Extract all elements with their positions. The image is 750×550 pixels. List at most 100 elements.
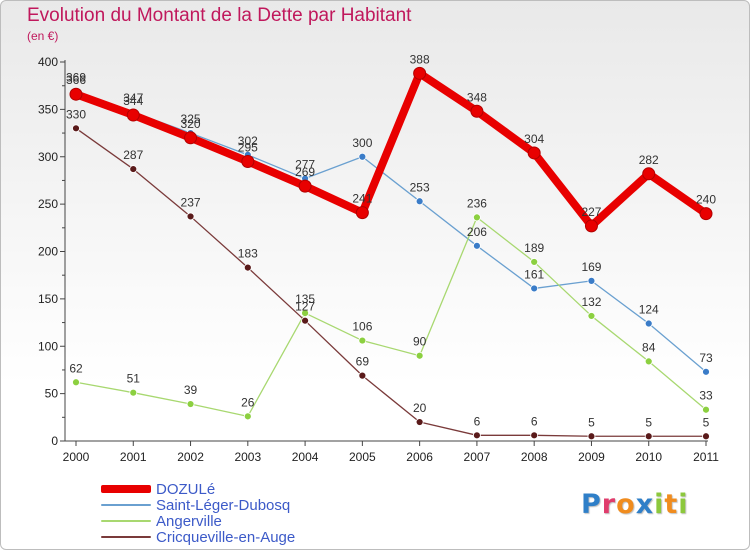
data-label: 366 <box>66 73 86 87</box>
data-point <box>69 87 83 101</box>
data-point <box>129 165 138 173</box>
data-label: 39 <box>184 383 198 397</box>
data-label: 189 <box>524 241 544 255</box>
data-point <box>473 213 481 222</box>
data-point <box>644 357 653 366</box>
data-point <box>644 319 653 328</box>
data-label: 325 <box>181 112 201 126</box>
data-label: 241 <box>352 192 372 206</box>
legend: DOZULé Saint-Léger-Dubosq Angerville Cricqu… <box>101 480 296 546</box>
legend-swatch <box>101 504 151 506</box>
data-point <box>587 432 596 441</box>
data-label: 369 <box>66 70 86 84</box>
data-label: 227 <box>581 205 601 219</box>
data-label: 62 <box>69 361 83 375</box>
data-point <box>72 378 80 387</box>
data-label: 253 <box>410 180 430 194</box>
proxiti-logo: Proxiti <box>581 489 689 520</box>
data-point <box>186 400 195 408</box>
data-label: 69 <box>356 355 370 369</box>
logo-letter: x <box>635 489 655 520</box>
data-point <box>702 405 710 414</box>
y-tick-label: 400 <box>38 55 58 69</box>
y-tick-label: 250 <box>38 197 58 211</box>
x-tick-label: 2011 <box>693 450 719 464</box>
legend-swatch <box>101 485 151 493</box>
data-point <box>72 124 80 133</box>
data-point <box>530 284 539 293</box>
series-line-1 <box>75 90 707 373</box>
x-tick-label: 2009 <box>578 450 605 464</box>
chart-title: Evolution du Montant de la Dette par Hab… <box>27 5 412 26</box>
data-point <box>702 367 710 376</box>
data-point <box>301 316 309 325</box>
data-label: 6 <box>531 414 538 428</box>
legend-label: Angerville <box>156 512 222 530</box>
x-tick-label: 2001 <box>120 450 147 464</box>
x-tick-label: 2005 <box>349 450 376 464</box>
data-label: 277 <box>295 158 315 172</box>
legend-label: Cricqueville-en-Auge <box>156 528 296 546</box>
y-tick-label: 50 <box>45 387 59 401</box>
data-label: 206 <box>467 225 487 239</box>
data-label: 388 <box>410 52 430 66</box>
data-point <box>644 432 653 441</box>
data-point <box>243 412 252 421</box>
data-label: 237 <box>181 195 201 209</box>
data-label: 287 <box>123 148 143 162</box>
data-label: 282 <box>639 153 659 167</box>
data-label: 347 <box>123 91 143 105</box>
data-point <box>243 263 252 272</box>
data-label: 300 <box>352 136 372 150</box>
data-label: 106 <box>352 320 372 334</box>
data-label: 169 <box>581 260 601 274</box>
data-point <box>129 388 138 397</box>
y-tick-label: 100 <box>38 339 58 353</box>
data-label: 20 <box>413 401 427 415</box>
x-tick-label: 2003 <box>234 450 261 464</box>
data-label: 73 <box>699 351 713 365</box>
logo-letter: r <box>601 489 617 520</box>
y-tick-label: 0 <box>51 434 58 448</box>
data-point <box>473 241 481 250</box>
x-tick-label: 2000 <box>63 450 90 464</box>
data-point <box>358 371 367 380</box>
data-point <box>587 312 596 320</box>
x-tick-label: 2007 <box>464 450 491 464</box>
data-point <box>527 146 541 160</box>
data-point <box>530 431 539 440</box>
data-label: 344 <box>123 94 143 108</box>
legend-label: DOZULé <box>156 480 216 498</box>
data-label: 269 <box>295 165 315 179</box>
data-point <box>415 197 424 206</box>
data-label: 5 <box>588 415 595 429</box>
legend-item: DOZULé <box>101 480 295 498</box>
data-point <box>642 167 656 181</box>
data-label: 6 <box>474 414 481 428</box>
data-point <box>702 432 710 441</box>
data-label: 183 <box>238 247 258 261</box>
data-label: 90 <box>413 335 427 349</box>
data-label: 304 <box>524 132 544 146</box>
data-label: 320 <box>181 117 201 131</box>
legend-label: Saint-Léger-Dubosq <box>156 496 291 514</box>
logo-letter: t <box>664 489 679 520</box>
data-label: 5 <box>645 415 652 429</box>
data-label: 240 <box>696 193 716 207</box>
data-label: 330 <box>66 107 86 121</box>
data-label: 302 <box>238 134 258 148</box>
data-label: 84 <box>642 340 656 354</box>
y-tick-label: 300 <box>38 150 58 164</box>
logo-letter: P <box>581 489 602 520</box>
legend-item: Angerville <box>101 512 295 530</box>
legend-item: Saint-Léger-Dubosq <box>101 496 295 514</box>
data-label: 161 <box>524 267 544 281</box>
x-tick-label: 2008 <box>521 450 548 464</box>
data-point <box>587 276 596 285</box>
data-point <box>699 207 713 221</box>
data-point <box>241 154 255 168</box>
data-point <box>126 108 140 122</box>
data-label: 124 <box>639 303 659 317</box>
